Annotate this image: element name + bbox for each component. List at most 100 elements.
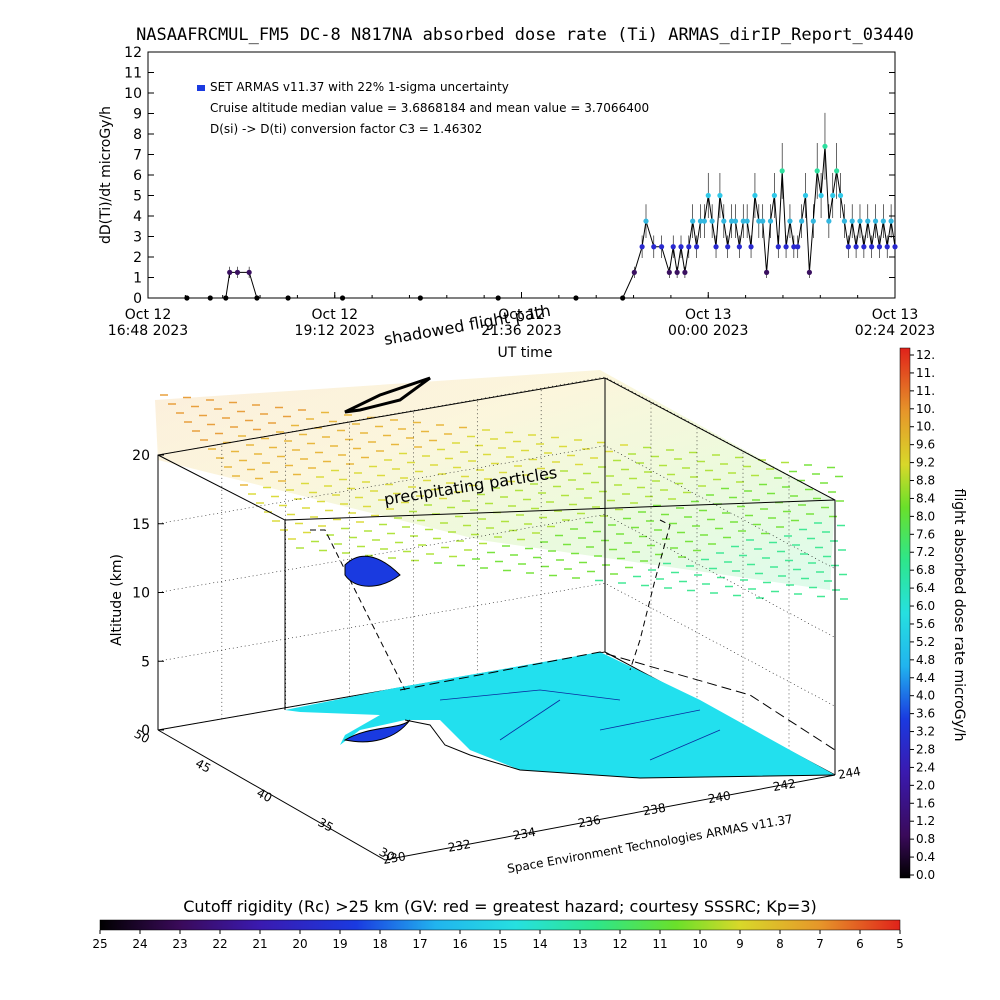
data-point bbox=[285, 295, 291, 301]
data-point bbox=[234, 269, 241, 275]
data-point bbox=[760, 218, 766, 224]
data-point bbox=[670, 244, 676, 250]
right-colorbar-tick-label: 7.6 bbox=[916, 527, 935, 541]
bottom-colorbar-tick-label: 24 bbox=[132, 937, 147, 951]
ascent-path bbox=[310, 529, 406, 691]
top-x-tick-label-line1: Oct 12 bbox=[125, 307, 171, 323]
top-x-tick-label-line2: 02:24 2023 bbox=[855, 323, 935, 339]
top-y-tick-label: 9 bbox=[133, 107, 142, 123]
latitude-ticks: 50 45 40 35 30 bbox=[132, 727, 397, 865]
right-colorbar-tick-label: 8.4 bbox=[916, 491, 935, 505]
top-y-tick-label: 2 bbox=[133, 250, 142, 266]
bottom-colorbar-tick-label: 20 bbox=[292, 937, 307, 951]
latitude-tick-label: 50 bbox=[132, 727, 152, 747]
shadowed-flight-path-track bbox=[344, 376, 431, 414]
right-colorbar-tick-label: 0.8 bbox=[916, 832, 935, 846]
data-point bbox=[764, 269, 770, 275]
figure-title: NASAAFRCMUL_FM5 DC-8 N817NA absorbed dos… bbox=[136, 25, 914, 45]
longitude-tick-label: 240 bbox=[707, 788, 732, 806]
right-colorbar-tick-label: 0.4 bbox=[916, 850, 935, 864]
data-point bbox=[701, 218, 707, 224]
data-point bbox=[254, 295, 260, 301]
bottom-colorbar-tick-label: 16 bbox=[452, 937, 467, 951]
data-point bbox=[802, 192, 809, 199]
bottom-colorbar-ticks: 25 24 23 22 21 20 19 18 17 16 15 14 13 12 11 10 9 8 7 6 5 bbox=[92, 930, 904, 951]
data-point bbox=[771, 192, 777, 199]
bottom-colorbar-tick-label: 23 bbox=[172, 937, 187, 951]
top-y-tick-label: 12 bbox=[124, 45, 142, 61]
data-point bbox=[339, 295, 346, 301]
bottom-colorbar-tick-label: 7 bbox=[816, 937, 824, 951]
top-x-tick-label-line1: Oct 13 bbox=[872, 307, 918, 323]
data-point bbox=[705, 192, 711, 199]
right-colorbar-tick-label: 9.2 bbox=[916, 456, 935, 470]
data-point bbox=[631, 269, 637, 275]
data-point bbox=[207, 295, 213, 301]
precipitating-particles-cloud bbox=[155, 370, 848, 600]
data-point bbox=[853, 244, 859, 250]
data-point bbox=[822, 143, 828, 149]
right-colorbar-tick-label: 1.2 bbox=[916, 814, 935, 828]
latitude-tick-label: 35 bbox=[316, 815, 336, 835]
right-colorbar: 12. 11. 11. 10. 10. 9.6 9.2 8.8 8.4 8.0 7.6 7.2 6.8 6… bbox=[899, 347, 967, 882]
top-y-tick-label: 4 bbox=[133, 209, 142, 225]
data-point bbox=[748, 244, 754, 250]
z-axis-label: Altitude (km) bbox=[109, 554, 125, 646]
data-point bbox=[795, 244, 801, 250]
bottom-colorbar-title: Cutoff rigidity (Rc) >25 km (GV: red = g… bbox=[183, 897, 817, 916]
right-colorbar-tick-label: 3.2 bbox=[916, 725, 935, 739]
data-point bbox=[834, 168, 840, 174]
right-colorbar-tick-label: 12. bbox=[916, 348, 935, 362]
3d-frame-edge bbox=[157, 454, 286, 710]
data-point bbox=[495, 295, 501, 301]
legend-marker bbox=[197, 85, 205, 91]
top-x-tick-label-line2: 16:48 2023 bbox=[108, 323, 188, 339]
data-point bbox=[756, 218, 762, 224]
data-point bbox=[246, 269, 252, 275]
longitude-tick-label: 234 bbox=[512, 825, 537, 843]
top-y-tick-label: 6 bbox=[133, 168, 142, 184]
data-point bbox=[721, 218, 727, 224]
legend-series-label: SET ARMAS v11.37 with 22% 1-sigma uncert… bbox=[210, 80, 509, 94]
data-point bbox=[814, 168, 820, 174]
data-point bbox=[849, 218, 855, 224]
data-point bbox=[184, 295, 190, 301]
longitude-tick-label: 230 bbox=[382, 849, 407, 867]
data-point bbox=[783, 244, 789, 250]
latitude-tick-label: 45 bbox=[193, 756, 213, 776]
holding-pattern bbox=[344, 555, 401, 587]
top-y-tick-label: 10 bbox=[124, 86, 142, 102]
3d-frame-edge bbox=[284, 499, 836, 521]
bottom-colorbar-tick-label: 13 bbox=[572, 937, 587, 951]
bottom-colorbar-tick-label: 6 bbox=[856, 937, 864, 951]
data-point bbox=[736, 244, 742, 250]
right-colorbar-tick-label: 4.8 bbox=[916, 653, 935, 667]
top-y-tick-label: 8 bbox=[133, 127, 142, 143]
data-point bbox=[884, 244, 890, 250]
top-y-tick-label: 0 bbox=[133, 291, 142, 307]
flight-track bbox=[310, 376, 836, 751]
bottom-colorbar-tick-label: 8 bbox=[776, 937, 784, 951]
data-point bbox=[791, 244, 797, 250]
bottom-colorbar-tick-label: 21 bbox=[252, 937, 267, 951]
data-point bbox=[713, 244, 719, 250]
data-point bbox=[857, 218, 863, 224]
top-y-tick-label: 3 bbox=[133, 230, 142, 246]
data-point bbox=[810, 218, 816, 224]
right-colorbar-tick-label: 8.0 bbox=[916, 509, 935, 523]
right-colorbar-tick-label: 4.4 bbox=[916, 671, 935, 685]
data-point bbox=[682, 269, 688, 275]
data-point bbox=[678, 244, 684, 250]
data-point bbox=[841, 218, 848, 224]
z-tick-label: 10 bbox=[132, 586, 150, 602]
3d-floor-edge bbox=[157, 729, 836, 861]
right-colorbar-tick-label: 4.0 bbox=[916, 689, 935, 703]
data-point bbox=[869, 244, 875, 250]
longitude-tick-label: 242 bbox=[772, 776, 797, 794]
z-tick-label: 5 bbox=[141, 654, 150, 670]
data-point bbox=[709, 218, 715, 224]
bottom-colorbar-tick-label: 14 bbox=[532, 937, 547, 951]
top-y-tick-label: 11 bbox=[124, 66, 142, 82]
